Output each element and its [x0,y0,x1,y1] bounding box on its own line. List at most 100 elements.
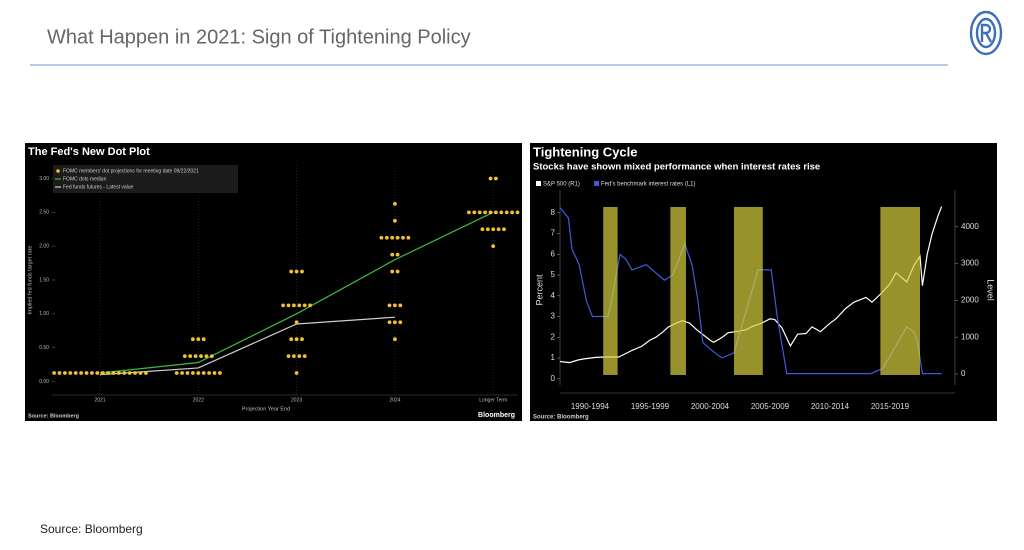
dot [188,354,193,359]
x-tick-label: 2015-2019 [871,402,910,411]
dot [398,320,403,325]
dot [144,371,148,375]
dot [57,371,62,375]
dot [491,244,496,249]
legend-label: Fed funds futures - Latest value [63,184,134,190]
dot [300,337,304,342]
dot [496,227,501,232]
series-line [99,211,494,374]
dot [515,210,520,215]
x-tick-label: 2023 [291,397,302,403]
dot [138,371,143,375]
dot [393,337,397,342]
y-tick-label: 4 [551,291,556,300]
dot [111,371,116,375]
dot [196,337,201,342]
x-tick-label: 2022 [193,397,204,403]
dot [201,371,206,375]
dot [281,303,285,308]
series-line [99,316,395,376]
dot [63,371,67,375]
dot [467,210,471,215]
legend-box [53,165,238,193]
chart-title: Tightening Cycle [533,144,638,159]
y-tick-label: 8 [551,208,556,217]
dot [199,354,203,359]
dot [196,371,201,375]
y-tick-label: 1.50 [39,277,49,283]
dot [100,371,105,375]
logo-letter [980,23,993,43]
y-tick-label: 2 [551,332,556,341]
dot [286,303,291,308]
dot [393,303,397,308]
x-tick-label: 1990-1994 [571,402,610,411]
dot [499,210,504,215]
dot [182,354,187,359]
dot [390,252,395,257]
logo [969,10,1003,56]
dot [289,337,294,342]
x-tick-label: 2000-2004 [691,402,730,411]
x-tick-label: 2021 [94,397,105,403]
dot [95,371,100,375]
dot [401,235,405,240]
dot [191,337,195,342]
dot [302,303,307,308]
legend-label: S&P 500 (R1) [543,182,580,188]
tightening-period [603,207,618,375]
dot [302,354,307,359]
slide-source: Source: Bloomberg [40,522,143,536]
dot [218,371,222,375]
dot [117,371,121,375]
dot [201,337,206,342]
dot [127,371,132,375]
dot [485,227,490,232]
dot [384,235,389,240]
tightening-period [670,207,686,375]
x-tick-label: 1995-1999 [631,402,670,411]
y-tick-label: 0 [551,374,556,383]
dot [491,227,496,232]
x-axis-label: Projection Year End [242,406,290,412]
y-tick-label: 0.00 [39,379,49,385]
y-tick-label: 3 [551,312,556,321]
dot [390,235,395,240]
y-tick-label: 2.00 [39,244,49,250]
legend-label: FOMC dots median [63,176,107,182]
dot [292,303,296,308]
dot [477,210,482,215]
dot [292,354,296,359]
chart-source: Source: Bloomberg [533,415,589,421]
dot [398,303,403,308]
dot [483,210,487,215]
dot [395,235,400,240]
dot [79,371,83,375]
dot [209,354,214,359]
y-tick-label: 0.50 [39,345,49,351]
x-tick-label: 2010-2014 [811,402,850,411]
logo-ring [975,17,997,49]
dot [133,371,138,375]
dot [488,210,493,215]
dot [308,303,312,308]
y-tick-label: 1.00 [39,311,49,317]
x-tick-label: Longer Term [479,397,507,403]
dot [379,235,384,240]
dot [300,269,304,274]
dot [502,227,506,232]
dot [191,371,195,375]
dot [84,371,89,375]
y2-tick-label: 1000 [961,332,979,341]
dot [406,235,411,240]
tightening-period [880,207,920,375]
dot [387,303,392,308]
dot [494,210,498,215]
dot [289,269,294,274]
chart-source: Source: Bloomberg [28,413,79,419]
y2-tick-label: 4000 [961,222,979,231]
y-axis-label: Percent [534,274,544,306]
dot [204,354,209,359]
dot [297,354,302,359]
logo-ring [969,10,1003,56]
